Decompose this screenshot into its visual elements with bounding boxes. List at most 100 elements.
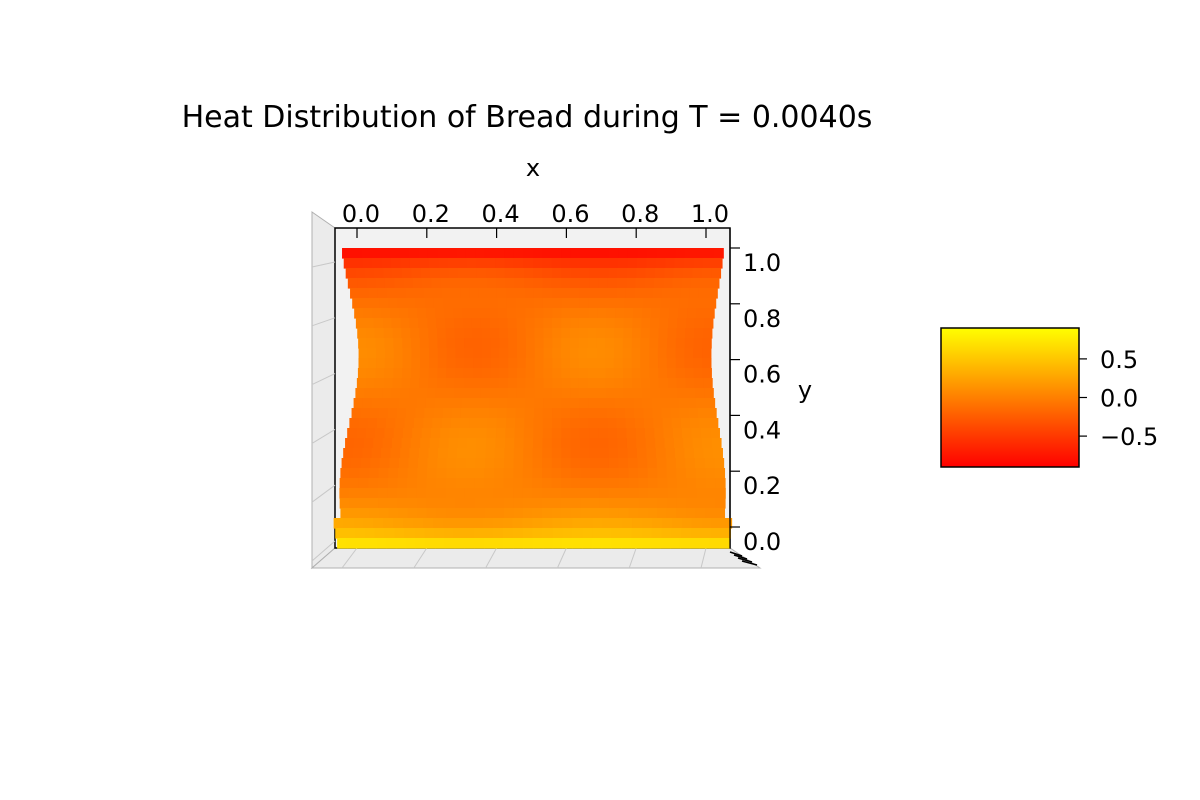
- surface-cell: [436, 498, 447, 509]
- surface-cell: [631, 338, 642, 349]
- surface-cell: [525, 398, 535, 409]
- y-axis-label: y: [798, 376, 812, 404]
- surface-cell: [628, 458, 639, 469]
- surface-cell: [354, 528, 366, 539]
- surface-cell: [419, 448, 430, 459]
- surface-cell: [426, 478, 437, 489]
- surface-cell: [609, 488, 620, 499]
- surface-cell: [705, 508, 716, 519]
- surface-cell: [374, 528, 386, 539]
- surface-cell: [400, 388, 410, 399]
- surface-cell: [453, 528, 465, 539]
- surface-cell: [596, 348, 606, 359]
- surface-cell: [606, 398, 616, 409]
- surface-cell: [647, 498, 659, 509]
- corner-tick: [741, 560, 758, 566]
- surface-cell: [439, 268, 450, 279]
- surface-cell: [614, 328, 624, 339]
- surface-cell: [642, 518, 653, 529]
- surface-cell: [397, 488, 408, 499]
- surface-cell: [671, 518, 683, 529]
- surface-cell: [523, 458, 534, 469]
- surface-cell: [650, 538, 661, 549]
- surface-cell: [371, 398, 382, 409]
- surface-cell: [542, 458, 553, 469]
- surface-cell: [424, 298, 435, 309]
- surface-cell: [674, 258, 685, 269]
- surface-cell: [507, 328, 518, 339]
- surface-cell: [503, 468, 514, 479]
- surface-cell: [516, 318, 527, 329]
- surface-cell: [706, 408, 717, 419]
- surface-cell: [445, 318, 455, 329]
- surface-cell: [335, 528, 346, 539]
- surface-cell: [694, 248, 705, 259]
- surface-cell: [617, 438, 628, 449]
- surface-cell: [613, 348, 624, 359]
- surface-cell: [543, 338, 553, 349]
- surface-cell: [587, 318, 598, 329]
- surface-cell: [533, 428, 544, 439]
- surface-cell: [343, 518, 355, 529]
- surface-cell: [552, 538, 563, 549]
- surface-cell: [552, 378, 562, 389]
- surface-cell: [621, 538, 632, 549]
- surface-cell: [578, 378, 589, 389]
- surface-cell: [686, 318, 696, 329]
- surface-cell: [552, 388, 562, 399]
- surface-cell: [542, 268, 553, 279]
- surface-cell: [441, 288, 452, 299]
- surface-cell: [383, 328, 394, 339]
- surface-cell: [356, 378, 367, 389]
- surface-cell: [378, 408, 389, 419]
- surface-cell: [654, 428, 665, 439]
- surface-cell: [347, 428, 358, 439]
- surface-cell: [367, 348, 377, 359]
- surface-cell: [452, 398, 463, 409]
- surface-cell: [377, 288, 388, 299]
- surface-cell: [380, 248, 391, 259]
- surface-cell: [579, 438, 590, 449]
- surface-cell: [419, 378, 429, 389]
- surface-cell: [580, 498, 591, 509]
- surface-cell: [606, 408, 617, 419]
- surface-cell: [384, 278, 395, 289]
- surface-cell: [542, 278, 553, 289]
- surface-cell: [667, 478, 678, 489]
- surface-cell: [609, 508, 620, 519]
- surface-cell: [598, 428, 609, 439]
- surface-cell: [392, 268, 403, 279]
- surface-cell: [597, 398, 607, 409]
- surface-cell: [505, 278, 516, 289]
- surface-cell: [685, 248, 696, 259]
- surface-cell: [709, 278, 720, 289]
- surface-cell: [455, 508, 466, 519]
- surface-cell: [507, 398, 517, 409]
- surface-cell: [578, 338, 589, 349]
- surface-cell: [391, 258, 402, 269]
- surface-cell: [572, 518, 583, 529]
- surface-cell: [446, 348, 457, 359]
- surface-cell: [561, 248, 572, 259]
- surface-cell: [481, 358, 492, 369]
- surface-cell: [622, 348, 633, 359]
- surface-cell: [551, 288, 562, 299]
- surface-cell: [361, 248, 372, 259]
- surface-cell: [650, 388, 661, 399]
- surface-cell: [609, 468, 620, 479]
- surface-cell: [503, 488, 514, 499]
- surface-cell: [515, 408, 526, 419]
- surface-cell: [669, 398, 680, 409]
- surface-cell: [704, 458, 715, 469]
- surface-cell: [449, 428, 460, 439]
- pane-grid-line: [311, 484, 336, 503]
- surface-cell: [368, 488, 379, 499]
- surface-cell: [614, 378, 624, 389]
- surface-cell: [533, 438, 544, 449]
- surface-cell: [388, 508, 399, 519]
- surface-cell: [570, 378, 580, 389]
- surface-cell: [661, 298, 671, 309]
- surface-cell: [437, 348, 448, 359]
- surface-cell: [484, 538, 495, 549]
- surface-cell: [589, 438, 600, 449]
